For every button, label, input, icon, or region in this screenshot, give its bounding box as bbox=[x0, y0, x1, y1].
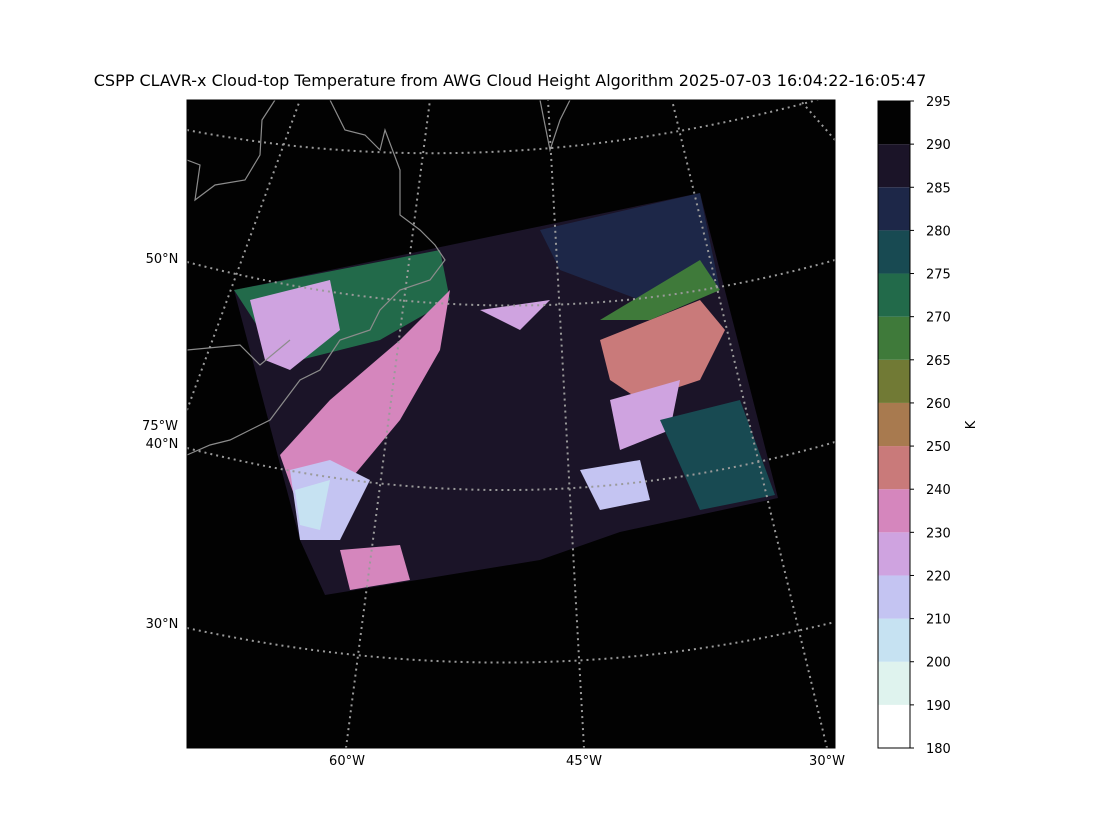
colorbar-segment bbox=[878, 489, 910, 533]
colorbar-segment bbox=[878, 316, 910, 360]
colorbar-tick-label: 210 bbox=[926, 613, 951, 628]
map-frame bbox=[186, 99, 836, 749]
colorbar-frame bbox=[877, 100, 911, 749]
title: CSPP CLAVR-x Cloud-top Temperature from … bbox=[94, 71, 927, 90]
lat-label: 30°N bbox=[146, 617, 179, 632]
colorbar-segment bbox=[878, 101, 910, 145]
coastlines bbox=[187, 100, 571, 456]
lon-label: 75°W bbox=[142, 419, 178, 434]
colorbar-tick-label: 240 bbox=[926, 483, 951, 498]
colorbar-tick-label: 250 bbox=[926, 440, 951, 455]
colorbar-tick-label: 270 bbox=[926, 311, 951, 326]
colorbar-tick-label: 265 bbox=[926, 354, 951, 369]
colorbar-tick-label: 290 bbox=[926, 138, 951, 153]
lat-label: 50°N bbox=[146, 252, 179, 267]
colorbar-segment bbox=[878, 230, 910, 274]
colorbar-tick-label: 200 bbox=[926, 656, 951, 671]
colorbar-tick-label: 230 bbox=[926, 526, 951, 541]
colorbar-segment bbox=[878, 187, 910, 231]
colorbar-segment bbox=[878, 273, 910, 317]
colorbar-segment bbox=[878, 661, 910, 705]
colorbar-segment bbox=[878, 532, 910, 576]
lon-label: 60°W bbox=[329, 754, 365, 769]
lon-label: 30°W bbox=[809, 754, 845, 769]
colorbar-segment bbox=[878, 446, 910, 490]
colorbar-tick-label: 280 bbox=[926, 224, 951, 239]
colorbar-segment bbox=[878, 704, 910, 748]
colorbar: 180 190 200 210 220 230 240 250 260 265 270 275 280 2… bbox=[877, 95, 951, 757]
colorbar-tick-label: 285 bbox=[926, 181, 951, 196]
graticule bbox=[187, 100, 835, 748]
swath bbox=[234, 193, 778, 595]
colorbar-segment bbox=[878, 575, 910, 619]
colorbar-tick-label: 275 bbox=[926, 268, 951, 283]
colorbar-segment bbox=[878, 359, 910, 403]
lat-label: 40°N bbox=[146, 437, 179, 452]
lon-label: 45°W bbox=[566, 754, 602, 769]
colorbar-tick-label: 295 bbox=[926, 95, 951, 110]
colorbar-segment bbox=[878, 618, 910, 662]
colorbar-segment bbox=[878, 402, 910, 447]
colorbar-tick-label: 260 bbox=[926, 397, 951, 412]
colorbar-tick-label: 180 bbox=[926, 742, 951, 757]
colorbar-tick-label: 190 bbox=[926, 699, 951, 714]
colorbar-segment bbox=[878, 144, 910, 188]
map bbox=[187, 100, 835, 748]
colorbar-tick-label: 220 bbox=[926, 569, 951, 584]
colorbar-label: K bbox=[964, 420, 979, 429]
